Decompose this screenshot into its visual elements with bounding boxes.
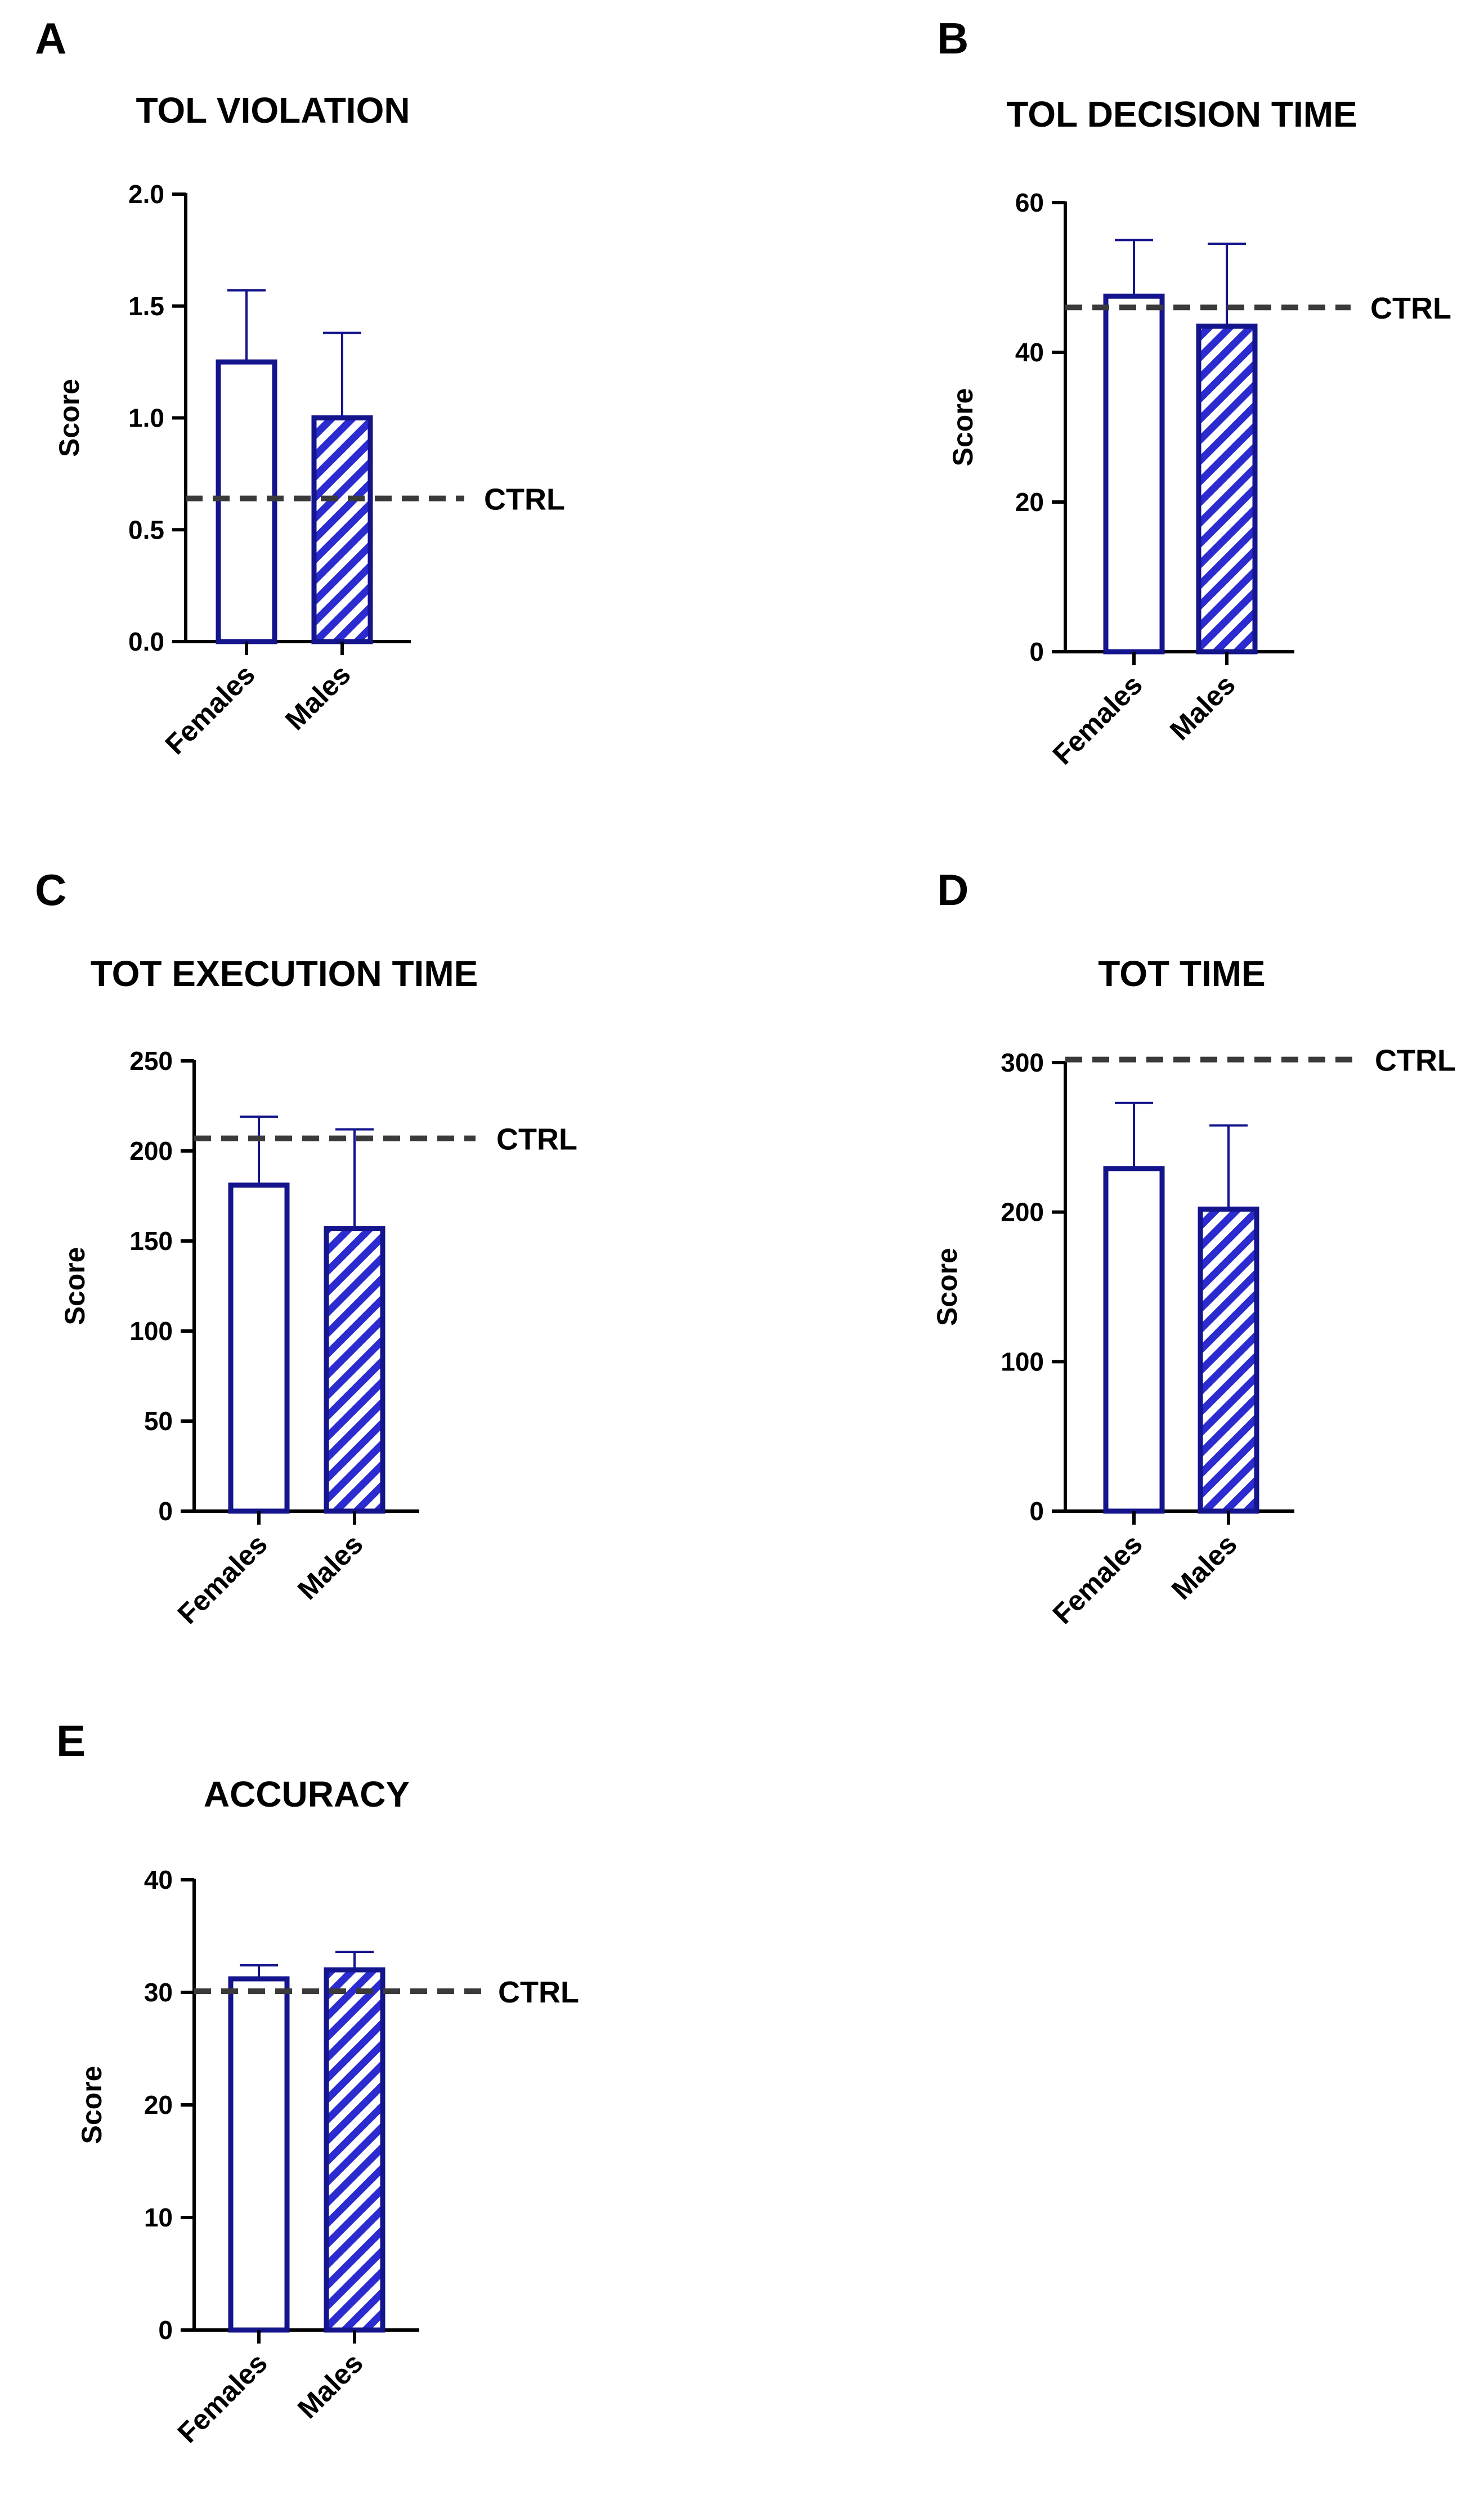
y-tick-label: 0.0: [128, 627, 164, 656]
chart-panel-e: E ACCURACY 0 10 20 30 40 Score Females Males CTRL: [56, 1716, 579, 2449]
y-tick-label: 0: [158, 1497, 173, 1526]
y-tick-label: 0: [1029, 1497, 1044, 1526]
y-axis-label: Score: [53, 379, 85, 457]
bar-males: [324, 1226, 385, 1514]
bar-males: [311, 415, 373, 644]
chart-title: TOT EXECUTION TIME: [91, 953, 478, 994]
y-tick-label: 150: [129, 1226, 173, 1256]
x-tick-label: Females: [159, 658, 261, 760]
y-tick-label: 50: [144, 1406, 173, 1436]
chart-title: ACCURACY: [204, 1774, 410, 1814]
y-axis-label: Score: [59, 1247, 91, 1325]
panel-letter: D: [937, 865, 969, 915]
y-tick-label: 0: [158, 2315, 173, 2345]
bar-females: [1103, 293, 1165, 655]
bar-females: [216, 359, 277, 644]
y-tick-label: 10: [144, 2203, 173, 2232]
bar-males: [1196, 323, 1258, 655]
x-tick-label: Females: [1047, 1528, 1149, 1630]
y-tick-label: 20: [1015, 487, 1044, 517]
y-tick-label: 1.0: [128, 404, 164, 433]
ctrl-label: CTRL: [484, 483, 565, 517]
y-axis-label: Score: [76, 2066, 107, 2144]
y-tick-label: 0.5: [128, 515, 164, 544]
y-tick-label: 60: [1015, 188, 1044, 217]
y-tick-label: 40: [1015, 338, 1044, 367]
y-axis-label: Score: [931, 1248, 963, 1326]
ctrl-label: CTRL: [1370, 292, 1451, 325]
ctrl-label: CTRL: [498, 1975, 579, 2009]
y-tick-label: 0: [1029, 637, 1044, 666]
panel-letter: A: [35, 14, 66, 63]
y-tick-label: 100: [129, 1316, 173, 1346]
bar-males: [1198, 1206, 1259, 1514]
y-tick-label: 200: [129, 1136, 173, 1166]
y-tick-label: 300: [1001, 1048, 1044, 1077]
y-tick-label: 100: [1001, 1347, 1044, 1376]
y-tick-label: 200: [1001, 1198, 1044, 1227]
chart-title: TOL VIOLATION: [136, 90, 410, 131]
y-tick-label: 250: [129, 1046, 173, 1076]
panel-letter: C: [35, 865, 66, 915]
bar-females: [1103, 1166, 1165, 1514]
chart-title: TOL DECISION TIME: [1006, 94, 1357, 135]
panel-letter: B: [937, 14, 969, 63]
chart-panel-b: B TOL DECISION TIME 0 20 40 60 Score Females Mal…: [937, 14, 1451, 770]
chart-panel-a: A TOL VIOLATION 0.0 0.5 1.0 1.5 2.0 Score Female…: [35, 14, 565, 760]
y-tick-label: 30: [144, 1978, 173, 2007]
x-tick-label: Males: [292, 1528, 369, 1606]
x-tick-label: Females: [172, 2347, 274, 2449]
x-tick-label: Males: [1165, 1528, 1243, 1606]
y-tick-label: 40: [144, 1865, 173, 1894]
y-tick-label: 20: [144, 2090, 173, 2120]
chart-panel-c: C TOT EXECUTION TIME 0 50 100 150 200 250 Score F…: [35, 865, 577, 1630]
y-axis-label: Score: [947, 388, 979, 467]
x-tick-label: Females: [172, 1528, 274, 1630]
chart-title: TOT TIME: [1098, 953, 1265, 994]
x-tick-label: Males: [279, 658, 357, 736]
bar-males: [324, 1967, 385, 2333]
y-tick-label: 1.5: [128, 292, 164, 321]
x-tick-label: Males: [292, 2347, 369, 2425]
x-tick-label: Females: [1047, 669, 1149, 770]
ctrl-label: CTRL: [496, 1123, 577, 1157]
ctrl-label: CTRL: [1375, 1044, 1456, 1078]
chart-panel-d: D TOT TIME 0 100 200 300 Score Females Males CTRL: [931, 865, 1456, 1630]
bar-females: [228, 1976, 290, 2333]
panel-letter: E: [56, 1716, 86, 1766]
y-tick-label: 2.0: [128, 180, 164, 209]
bar-females: [228, 1182, 290, 1514]
x-tick-label: Males: [1164, 669, 1241, 746]
